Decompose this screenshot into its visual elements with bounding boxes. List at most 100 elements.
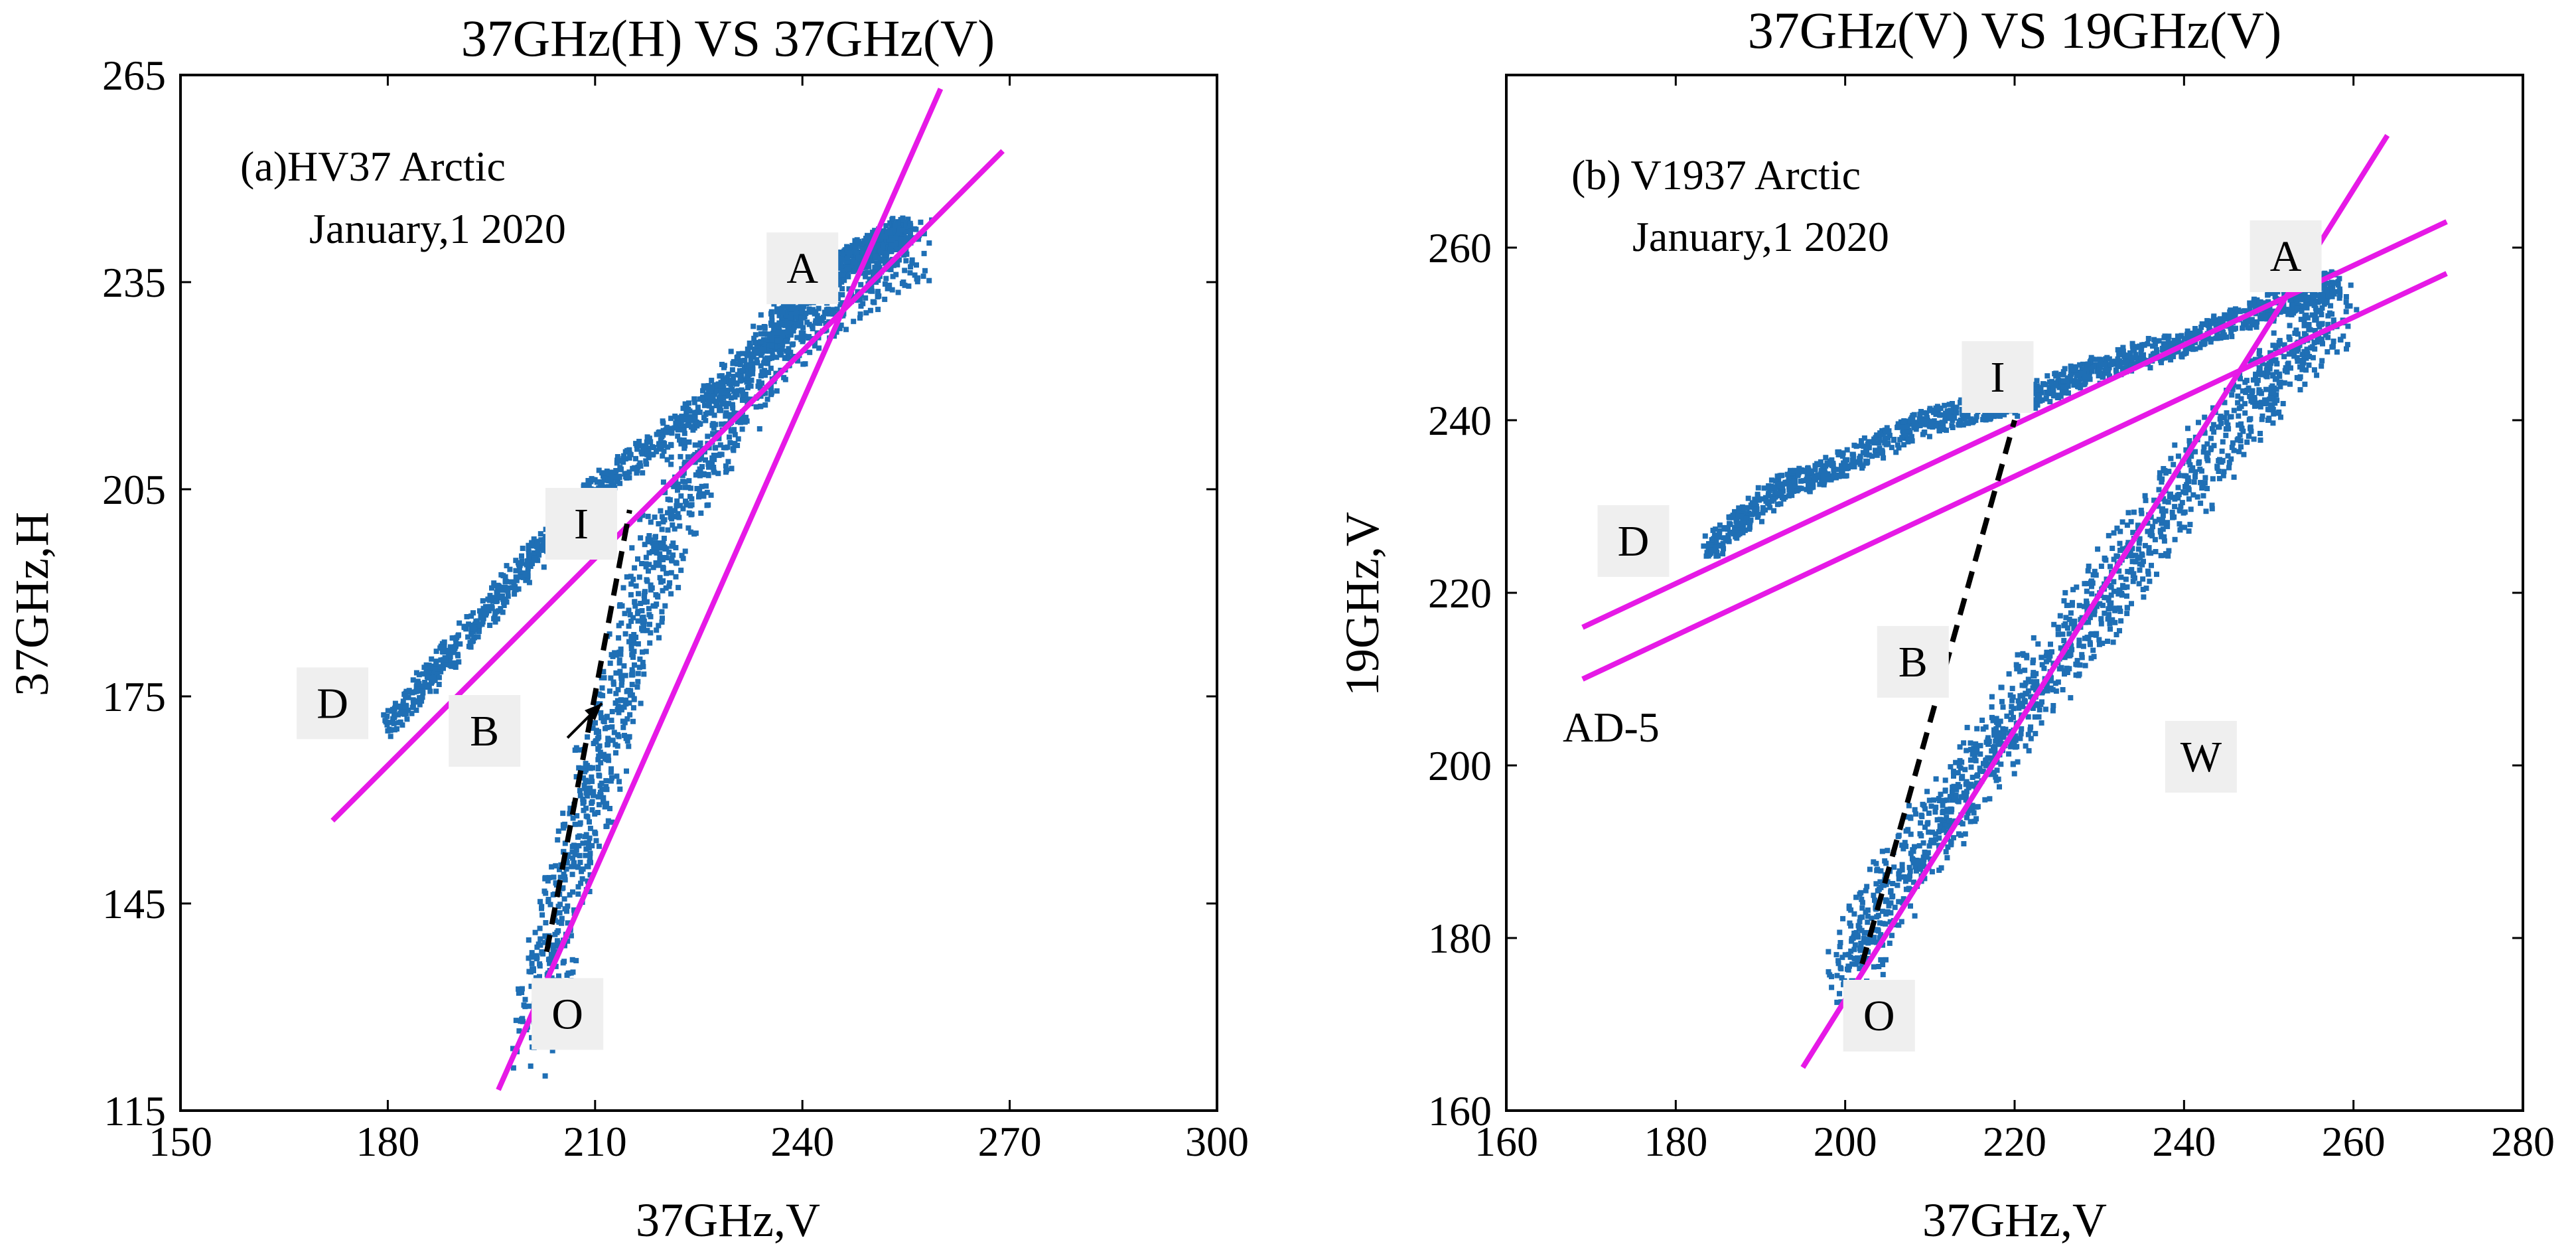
scatter-point [570, 815, 576, 821]
scatter-point [608, 778, 614, 784]
scatter-point [788, 349, 794, 355]
scatter-point [436, 674, 442, 680]
scatter-point [2228, 329, 2234, 335]
scatter-point [1859, 443, 1865, 449]
scatter-point [2273, 369, 2279, 375]
scatter-point [2192, 326, 2198, 331]
scatter-point [2135, 522, 2141, 528]
scatter-point [2119, 366, 2125, 372]
scatter-point [1822, 469, 1827, 475]
scatter-point [904, 251, 910, 257]
annotation-line-1-b: (b) V1937 Arctic [1571, 151, 1861, 198]
scatter-point [705, 388, 711, 394]
scatter-point [1747, 524, 1753, 530]
scatter-point [457, 620, 463, 626]
scatter-point [569, 849, 575, 855]
scatter-point [2138, 356, 2144, 362]
scatter-point [2182, 509, 2188, 515]
scatter-point [559, 915, 565, 921]
scatter-point [1918, 409, 1924, 414]
dashed-line [543, 509, 632, 953]
scatter-point [1926, 797, 1932, 803]
scatter-point [1861, 935, 1867, 941]
scatter-point [1950, 401, 1955, 406]
scatter-point [666, 549, 672, 555]
scatter-point [863, 310, 869, 316]
scatter-point [404, 716, 410, 722]
scatter-point [728, 377, 734, 383]
scatter-point [2295, 358, 2301, 364]
scatter-point [2047, 399, 2053, 404]
scatter-point [769, 318, 775, 324]
scatter-point [1931, 410, 1936, 416]
scatter-point [2214, 331, 2220, 337]
scatter-point [631, 632, 637, 637]
scatter-point [1891, 437, 1896, 443]
scatter-point [2248, 416, 2254, 422]
scatter-point [738, 377, 744, 383]
scatter-point [734, 380, 740, 386]
scatter-point [604, 714, 610, 720]
scatter-point [626, 623, 632, 629]
scatter-point [587, 889, 593, 894]
scatter-point [1771, 508, 1777, 514]
scatter-point [637, 460, 643, 466]
scatter-point [585, 864, 591, 870]
scatter-point [1859, 438, 1864, 443]
scatter-point [867, 236, 873, 242]
scatter-point [1702, 533, 1708, 539]
scatter-point [480, 619, 486, 625]
scatter-point [2160, 526, 2166, 532]
scatter-point [1907, 418, 1913, 424]
scatter-point [472, 635, 477, 641]
scatter-point [513, 568, 519, 574]
scatter-point [1806, 475, 1812, 481]
scatter-point [1755, 512, 1761, 517]
scatter-point [739, 351, 745, 356]
scatter-point [572, 821, 578, 827]
scatter-point [411, 689, 417, 695]
scatter-point [902, 240, 908, 246]
scatter-point [646, 455, 652, 461]
scatter-point [865, 270, 871, 275]
scatter-point [489, 605, 495, 611]
scatter-point [529, 1035, 534, 1041]
scatter-point [768, 322, 774, 328]
scatter-point [737, 420, 743, 426]
scatter-point [1937, 412, 1943, 418]
scatter-point [1899, 867, 1905, 873]
scatter-point [1950, 768, 1956, 774]
scatter-point [1792, 467, 1798, 473]
scatter-point [1735, 521, 1741, 527]
scatter-point [714, 388, 720, 394]
scatter-point [616, 603, 622, 609]
scatter-point [1759, 518, 1764, 524]
scatter-point [715, 471, 721, 477]
scatter-point [657, 556, 663, 562]
scatter-point [1900, 428, 1906, 433]
scatter-point [2159, 360, 2164, 366]
scatter-point [1801, 469, 1807, 475]
scatter-point [1782, 481, 1788, 487]
scatter-point [569, 864, 575, 870]
scatter-point [873, 268, 879, 274]
scatter-point [2089, 368, 2095, 374]
scatter-point [2330, 279, 2336, 285]
scatter-point [737, 372, 743, 378]
scatter-point [534, 944, 540, 950]
scatter-point [898, 245, 904, 251]
scatter-point [1896, 871, 1902, 877]
scatter-point [2214, 335, 2220, 341]
scatter-point [2159, 476, 2165, 482]
scatter-point [604, 823, 610, 829]
scatter-point [1770, 484, 1776, 490]
scatter-point [1860, 449, 1866, 455]
scatter-point [646, 605, 652, 611]
scatter-point [2220, 330, 2226, 335]
scatter-point [1704, 550, 1710, 556]
scatter-point [581, 765, 587, 771]
scatter-point [2128, 362, 2134, 368]
scatter-point [723, 390, 729, 396]
scatter-point [1998, 761, 2004, 767]
scatter-point [2082, 370, 2088, 376]
